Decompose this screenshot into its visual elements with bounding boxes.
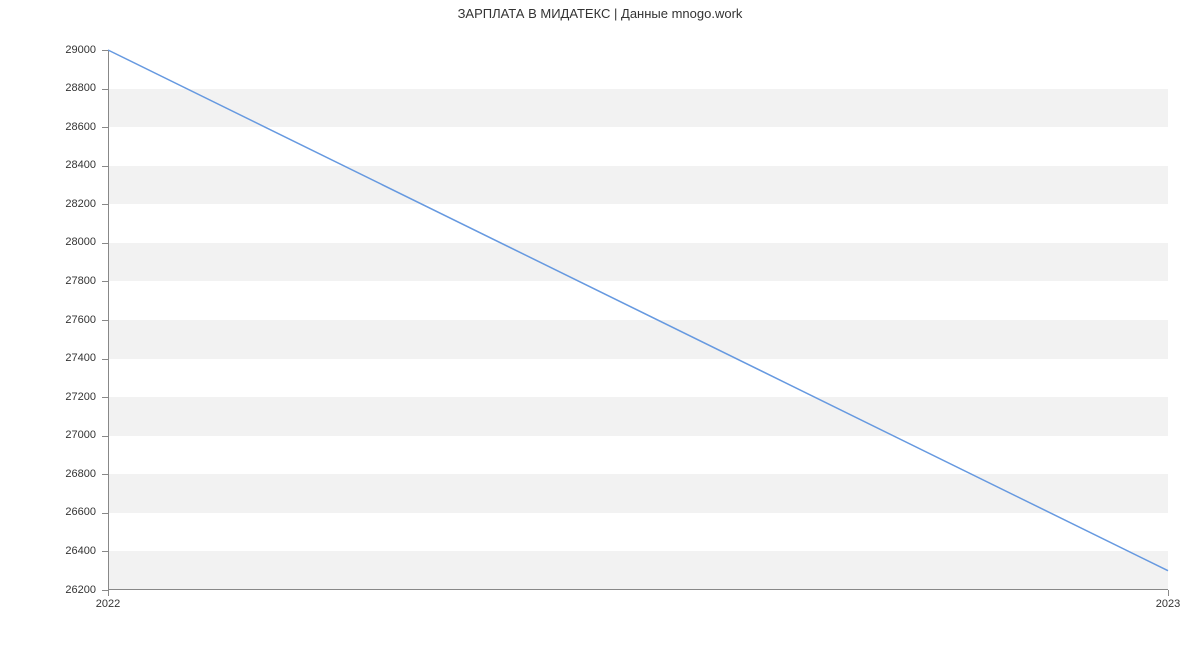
y-tick-mark: [102, 359, 108, 360]
y-tick-mark: [102, 320, 108, 321]
y-tick-label: 27600: [0, 314, 96, 326]
y-tick-label: 27400: [0, 352, 96, 364]
y-tick-label: 27200: [0, 391, 96, 403]
y-tick-label: 27800: [0, 275, 96, 287]
y-tick-mark: [102, 436, 108, 437]
y-tick-label: 26600: [0, 506, 96, 518]
y-tick-label: 28200: [0, 198, 96, 210]
y-tick-label: 26800: [0, 468, 96, 480]
y-tick-mark: [102, 204, 108, 205]
salary-chart: ЗАРПЛАТА В МИДАТЕКС | Данные mnogo.work …: [0, 0, 1200, 650]
x-tick-label: 2022: [78, 598, 138, 610]
y-tick-label: 28000: [0, 236, 96, 248]
y-tick-label: 28400: [0, 159, 96, 171]
y-tick-label: 28800: [0, 82, 96, 94]
data-line-layer: [108, 50, 1168, 590]
x-tick-mark: [108, 590, 109, 596]
x-tick-label: 2023: [1138, 598, 1198, 610]
y-tick-mark: [102, 513, 108, 514]
y-tick-mark: [102, 89, 108, 90]
y-tick-mark: [102, 551, 108, 552]
chart-title: ЗАРПЛАТА В МИДАТЕКС | Данные mnogo.work: [0, 6, 1200, 21]
x-tick-mark: [1168, 590, 1169, 596]
y-tick-mark: [102, 166, 108, 167]
y-tick-mark: [102, 50, 108, 51]
plot-area: [108, 50, 1168, 590]
salary-line: [108, 50, 1168, 571]
y-tick-label: 28600: [0, 121, 96, 133]
y-tick-label: 29000: [0, 44, 96, 56]
y-tick-label: 27000: [0, 429, 96, 441]
y-tick-mark: [102, 474, 108, 475]
y-tick-label: 26400: [0, 545, 96, 557]
y-tick-mark: [102, 281, 108, 282]
y-tick-mark: [102, 397, 108, 398]
y-tick-label: 26200: [0, 584, 96, 596]
y-tick-mark: [102, 127, 108, 128]
y-tick-mark: [102, 243, 108, 244]
